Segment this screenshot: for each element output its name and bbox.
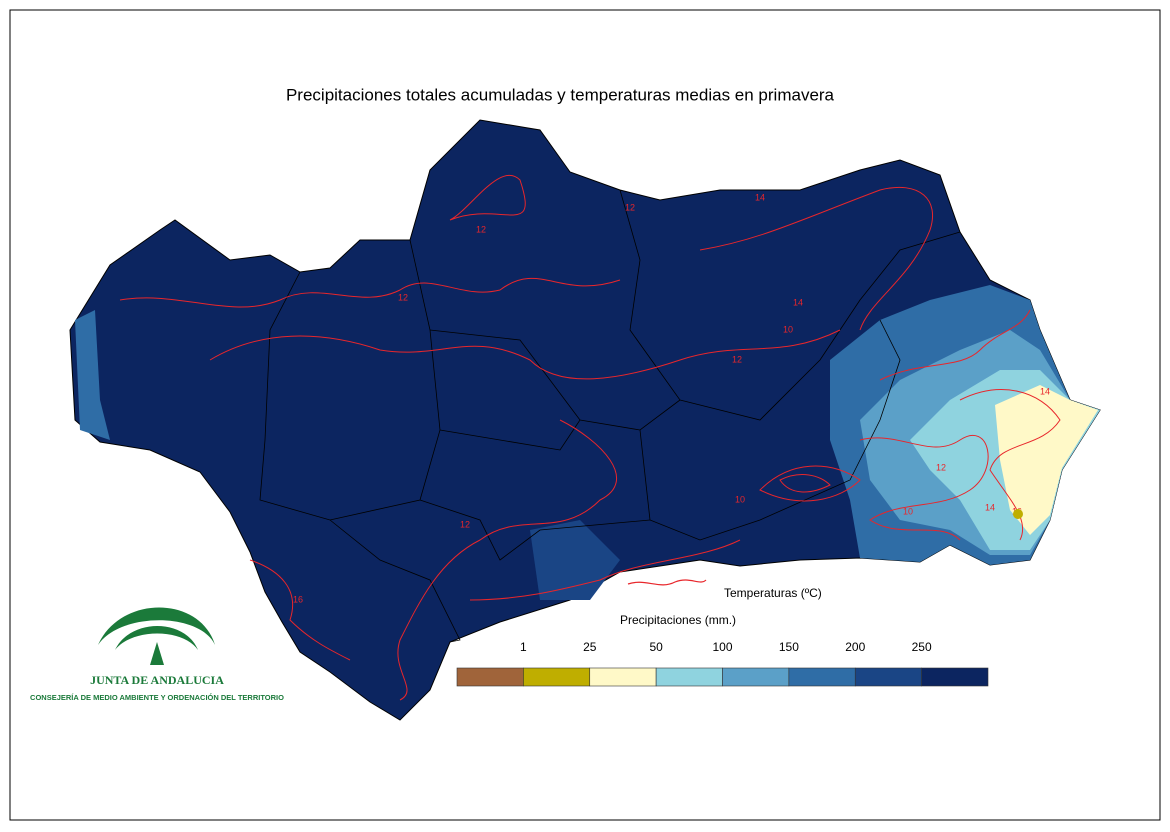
legend-break-label: 100 — [712, 640, 732, 654]
contour-label: 14 — [793, 297, 803, 307]
contour-label: 12 — [460, 519, 470, 529]
contour-label: 14 — [755, 192, 765, 202]
contour-label: 14 — [985, 502, 995, 512]
contour-label: 12 — [398, 292, 408, 302]
precip-zone — [530, 520, 620, 600]
color-scale: 1 25 50 100 150 200 250 — [456, 640, 989, 687]
contour-label: 12 — [936, 462, 946, 472]
contour-label: 12 — [732, 354, 742, 364]
legend-swatch — [788, 667, 856, 687]
legend-swatch — [523, 667, 591, 687]
contour-label: 12 — [476, 224, 486, 234]
legend-contour — [627, 579, 707, 586]
legend: Temperaturas (ºC) Precipitaciones (mm.) … — [456, 579, 989, 687]
contour-label: 16 — [293, 594, 303, 604]
contour-label: 12 — [625, 202, 635, 212]
contour-label: 10 — [903, 506, 913, 516]
legend-break-label: 150 — [779, 640, 799, 654]
legend-swatch — [722, 667, 790, 687]
region-map: 12 12 12 14 14 12 10 10 14 12 10 16 12 1… — [69, 119, 1101, 721]
legend-precipitation-title: Precipitaciones (mm.) — [620, 613, 736, 627]
map-title: Precipitaciones totales acumuladas y tem… — [286, 85, 835, 104]
temperature-contours — [119, 174, 1061, 701]
precip-zone — [75, 310, 110, 440]
legend-break-label: 200 — [845, 640, 865, 654]
legend-swatch — [854, 667, 922, 687]
legend-break-label: 25 — [583, 640, 597, 654]
legend-swatch — [589, 667, 657, 687]
logo-name: JUNTA DE ANDALUCIA — [90, 673, 224, 687]
province-borders — [259, 189, 961, 643]
legend-swatch — [921, 667, 989, 687]
precip-spot — [1013, 509, 1023, 519]
legend-swatch — [655, 667, 723, 687]
logo: JUNTA DE ANDALUCIA CONSEJERÍA DE MEDIO A… — [30, 607, 284, 702]
logo-subtitle: CONSEJERÍA DE MEDIO AMBIENTE Y ORDENACIÓ… — [30, 693, 284, 702]
legend-break-label: 50 — [649, 640, 663, 654]
precip-zone — [995, 385, 1098, 535]
contour-label: 10 — [783, 324, 793, 334]
legend-swatch — [456, 667, 524, 687]
contour-label: 14 — [1040, 386, 1050, 396]
contour-label: 10 — [735, 494, 745, 504]
legend-break-label: 1 — [520, 640, 527, 654]
legend-break-label: 250 — [912, 640, 932, 654]
legend-temperature-label: Temperaturas (ºC) — [724, 586, 822, 600]
